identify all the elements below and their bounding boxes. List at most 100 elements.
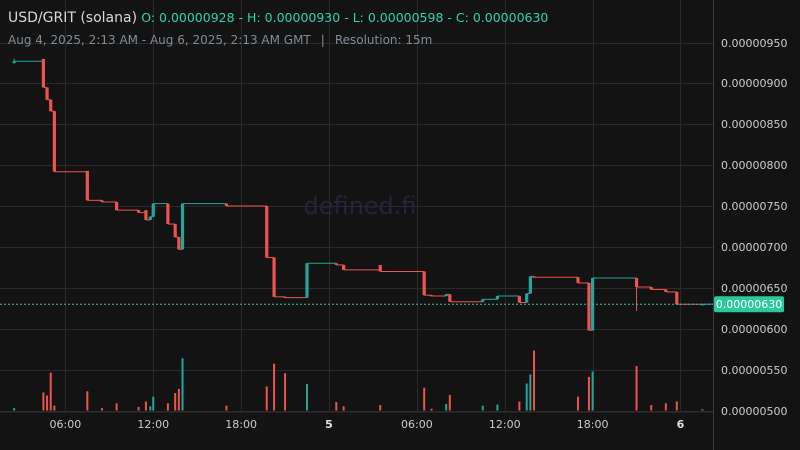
candle-body (52, 111, 56, 172)
volume-bar (284, 373, 287, 411)
candle-body (444, 294, 448, 297)
volume-bar (306, 384, 309, 411)
price-tick-label: 0.00000650 (721, 282, 787, 295)
time-tick-label: 6 (677, 418, 685, 431)
volume-bar (177, 388, 180, 411)
candle-body (115, 201, 119, 211)
candle-body (525, 293, 529, 303)
volume-bar (529, 374, 532, 411)
chart-subheader: Aug 4, 2025, 2:13 AM - Aug 6, 2025, 2:13… (8, 33, 432, 47)
low-label: L: (352, 10, 364, 25)
volume-bar (518, 401, 521, 411)
candle-body (144, 210, 148, 220)
candle-body (481, 299, 485, 302)
candle-body (429, 295, 434, 297)
close-label: C: (455, 10, 469, 25)
price-tick-label: 0.00000800 (721, 159, 787, 172)
time-tick-label: 06:00 (50, 418, 82, 431)
price-tick-label: 0.00000850 (721, 118, 787, 131)
candle-body (148, 216, 152, 220)
candle-body (12, 61, 16, 63)
candle-body (177, 237, 181, 250)
candle-body (41, 58, 45, 88)
candle-body (576, 277, 580, 283)
candle-body (528, 276, 532, 294)
volume-bar (701, 409, 704, 411)
volume-bar (481, 405, 484, 411)
separator: | (320, 33, 325, 47)
candle-body (305, 263, 309, 298)
volume-bar (342, 406, 345, 411)
volume-bar (115, 403, 118, 411)
candle-body (151, 203, 155, 217)
time-tick-label: 5 (325, 418, 333, 431)
open-label: O: (141, 10, 156, 25)
candle-body (85, 170, 89, 201)
volume-bar (13, 408, 16, 411)
candle-body (342, 264, 346, 270)
volume-bar (445, 403, 448, 411)
volume-bar (335, 402, 338, 411)
volume-bar (137, 406, 140, 411)
ohlc-readout: O: 0.00000928 - H: 0.00000930 - L: 0.000… (141, 10, 549, 25)
open-value: 0.00000928 (159, 10, 235, 25)
pair-title: USD/GRIT (solana) (8, 10, 138, 26)
volume-bar (49, 372, 52, 411)
candle-body (587, 282, 591, 331)
volume-bar (53, 405, 56, 411)
candle-body (224, 203, 229, 207)
candle-body (495, 296, 500, 300)
watermark: defined.fi (303, 192, 416, 220)
volume-bar (496, 404, 499, 411)
price-tick-label: 0.00000700 (721, 241, 787, 254)
volume-bar (174, 393, 177, 411)
volume-bar (635, 366, 638, 411)
time-tick-label: 12:00 (137, 418, 169, 431)
volume-bar (591, 371, 594, 411)
candle-body (49, 99, 53, 112)
volume-bar (430, 408, 433, 411)
candle-body (378, 264, 382, 272)
candle-body (136, 210, 141, 213)
volume-bar (650, 405, 653, 411)
volume-bar (273, 363, 276, 411)
time-tick-label: 06:00 (401, 418, 433, 431)
volume-bar (533, 350, 536, 411)
candle-body (334, 263, 338, 265)
current-price-label: 0.00000630 (716, 298, 782, 311)
candle-body (634, 278, 639, 288)
high-label: H: (247, 10, 261, 25)
volume-bar (448, 394, 451, 411)
volume-bar (423, 387, 426, 411)
volume-bar (149, 406, 152, 411)
candle-body (448, 294, 452, 302)
price-tick-label: 0.00000950 (721, 37, 787, 50)
candle-body (45, 87, 49, 100)
candle-body (180, 203, 185, 250)
volume-bar (265, 386, 268, 411)
volume-bar (100, 408, 103, 411)
price-tick-label: 0.00000550 (721, 364, 787, 377)
candle-body (166, 203, 170, 225)
candle-body (173, 224, 177, 238)
candle-body (265, 206, 269, 258)
volume-bar (42, 392, 45, 411)
date-range: Aug 4, 2025, 2:13 AM - Aug 6, 2025, 2:13… (8, 33, 311, 47)
volume-bar (587, 376, 590, 411)
volume-bar (664, 403, 667, 411)
candle-body (675, 291, 679, 305)
volume-bar (379, 405, 382, 411)
candle-body (517, 296, 521, 303)
candle-body (664, 289, 668, 292)
price-tick-label: 0.00000750 (721, 200, 787, 213)
low-value: 0.00000598 (367, 10, 444, 25)
volume-bar (46, 395, 49, 411)
volume-bar (525, 383, 528, 411)
price-tick-label: 0.00000600 (721, 323, 787, 336)
resolution: Resolution: 15m (334, 33, 433, 47)
close-value: 0.00000630 (472, 10, 549, 25)
high-value: 0.00000930 (264, 10, 341, 25)
volume-bar (86, 391, 89, 411)
